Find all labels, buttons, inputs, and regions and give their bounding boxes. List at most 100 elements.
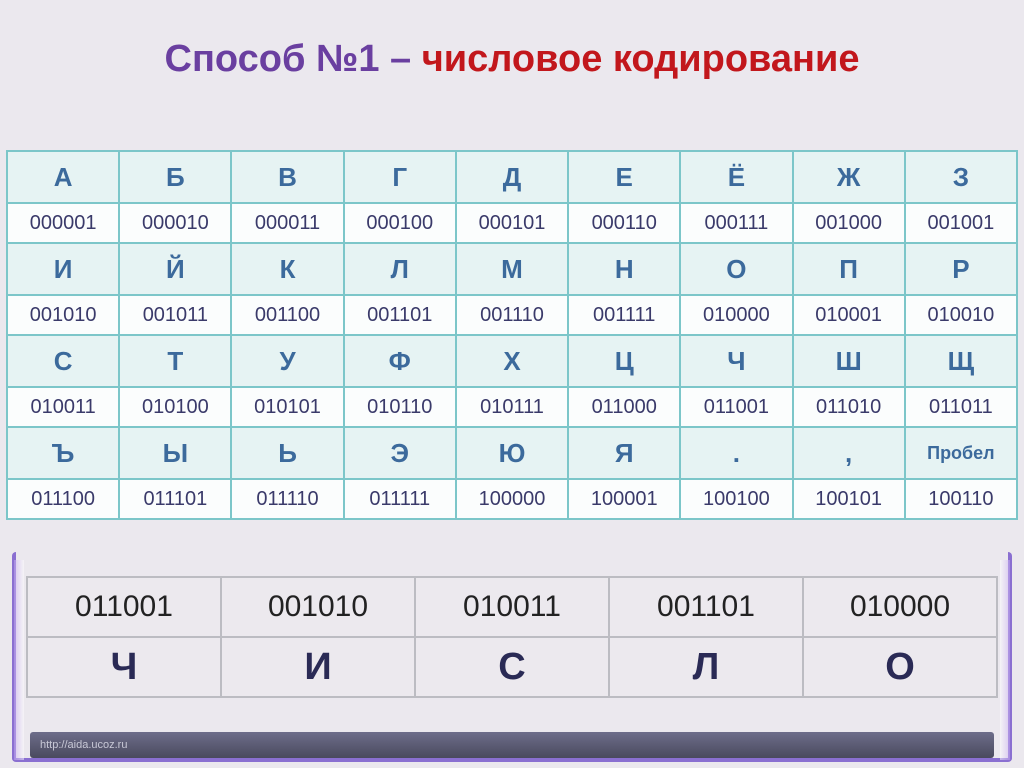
code-cell: 001001 (905, 203, 1017, 243)
code-cell: 010100 (119, 387, 231, 427)
letter-cell: Ш (793, 335, 905, 387)
letter-cell: Ч (680, 335, 792, 387)
answer-code-cell: 001101 (609, 577, 803, 637)
code-cell: 000110 (568, 203, 680, 243)
letter-cell: И (7, 243, 119, 295)
answer-letter-cell: О (803, 637, 997, 697)
letter-cell: Ы (119, 427, 231, 479)
code-cell: 000111 (680, 203, 792, 243)
code-cell: 100000 (456, 479, 568, 519)
answer-code-cell: 010000 (803, 577, 997, 637)
letter-cell: Я (568, 427, 680, 479)
letter-cell: З (905, 151, 1017, 203)
letter-cell: Г (344, 151, 456, 203)
code-row: 0010100010110011000011010011100011110100… (7, 295, 1017, 335)
code-cell: 001101 (344, 295, 456, 335)
letter-cell: Д (456, 151, 568, 203)
letter-cell: В (231, 151, 343, 203)
code-cell: 001100 (231, 295, 343, 335)
letter-cell: . (680, 427, 792, 479)
letter-cell: Б (119, 151, 231, 203)
code-cell: 011101 (119, 479, 231, 519)
answer-table: 011001001010010011001101010000 ЧИСЛО (26, 576, 998, 698)
encoding-table: АБВГДЕЁЖЗ0000010000100000110001000001010… (6, 150, 1018, 520)
letter-row: СТУФХЦЧШЩ (7, 335, 1017, 387)
letter-cell: А (7, 151, 119, 203)
letter-cell: Щ (905, 335, 1017, 387)
answer-code-cell: 001010 (221, 577, 415, 637)
answer-letter-cell: Л (609, 637, 803, 697)
letter-cell: У (231, 335, 343, 387)
letter-cell: Ц (568, 335, 680, 387)
answer-letter-cell: С (415, 637, 609, 697)
letter-cell: Ь (231, 427, 343, 479)
letter-cell: Р (905, 243, 1017, 295)
code-row: 0000010000100000110001000001010001100001… (7, 203, 1017, 243)
code-cell: 010110 (344, 387, 456, 427)
letter-cell: П (793, 243, 905, 295)
answer-section: 011001001010010011001101010000 ЧИСЛО (26, 576, 998, 698)
decorative-shine-right (1000, 560, 1010, 760)
code-cell: 000001 (7, 203, 119, 243)
answer-code-cell: 010011 (415, 577, 609, 637)
answer-code-cell: 011001 (27, 577, 221, 637)
slide: Способ №1 – числовое кодирование АБВГДЕЁ… (0, 0, 1024, 768)
code-row: 0111000111010111100111111000001000011001… (7, 479, 1017, 519)
code-cell: 010011 (7, 387, 119, 427)
letter-row: ЪЫЬЭЮЯ.,Пробел (7, 427, 1017, 479)
letter-row: ИЙКЛМНОПР (7, 243, 1017, 295)
letter-cell: Й (119, 243, 231, 295)
code-cell: 001010 (7, 295, 119, 335)
title-part-2: числовое кодирование (422, 38, 860, 80)
code-cell: 100110 (905, 479, 1017, 519)
letter-cell: С (7, 335, 119, 387)
code-cell: 100100 (680, 479, 792, 519)
code-cell: 000011 (231, 203, 343, 243)
code-cell: 010101 (231, 387, 343, 427)
letter-cell: М (456, 243, 568, 295)
code-cell: 000101 (456, 203, 568, 243)
code-row: 0100110101000101010101100101110110000110… (7, 387, 1017, 427)
code-cell: 000010 (119, 203, 231, 243)
code-cell: 010001 (793, 295, 905, 335)
code-cell: 100101 (793, 479, 905, 519)
decorative-shine-left (14, 560, 24, 760)
letter-cell: Н (568, 243, 680, 295)
footer-bar: http://aida.ucoz.ru (30, 732, 994, 758)
title-part-1: Способ №1 – (165, 38, 422, 80)
code-cell: 001011 (119, 295, 231, 335)
letter-cell: Ф (344, 335, 456, 387)
letter-cell: Ъ (7, 427, 119, 479)
code-cell: 011001 (680, 387, 792, 427)
code-cell: 010000 (680, 295, 792, 335)
code-cell: 011010 (793, 387, 905, 427)
slide-title: Способ №1 – числовое кодирование (0, 0, 1024, 111)
code-cell: 011011 (905, 387, 1017, 427)
code-cell: 000100 (344, 203, 456, 243)
code-cell: 011111 (344, 479, 456, 519)
code-cell: 001111 (568, 295, 680, 335)
code-cell: 100001 (568, 479, 680, 519)
letter-cell: Ю (456, 427, 568, 479)
letter-cell: Х (456, 335, 568, 387)
answer-letter-cell: И (221, 637, 415, 697)
letter-cell: , (793, 427, 905, 479)
footer-url: http://aida.ucoz.ru (40, 739, 127, 751)
code-cell: 011000 (568, 387, 680, 427)
letter-row: АБВГДЕЁЖЗ (7, 151, 1017, 203)
letter-cell: Е (568, 151, 680, 203)
letter-cell: Пробел (905, 427, 1017, 479)
letter-cell: Ж (793, 151, 905, 203)
code-cell: 010010 (905, 295, 1017, 335)
code-cell: 011100 (7, 479, 119, 519)
answer-letter-cell: Ч (27, 637, 221, 697)
letter-cell: Ё (680, 151, 792, 203)
letter-cell: О (680, 243, 792, 295)
code-cell: 001110 (456, 295, 568, 335)
letter-cell: К (231, 243, 343, 295)
code-cell: 011110 (231, 479, 343, 519)
letter-cell: Э (344, 427, 456, 479)
code-cell: 010111 (456, 387, 568, 427)
letter-cell: Л (344, 243, 456, 295)
answer-codes-row: 011001001010010011001101010000 (27, 577, 997, 637)
